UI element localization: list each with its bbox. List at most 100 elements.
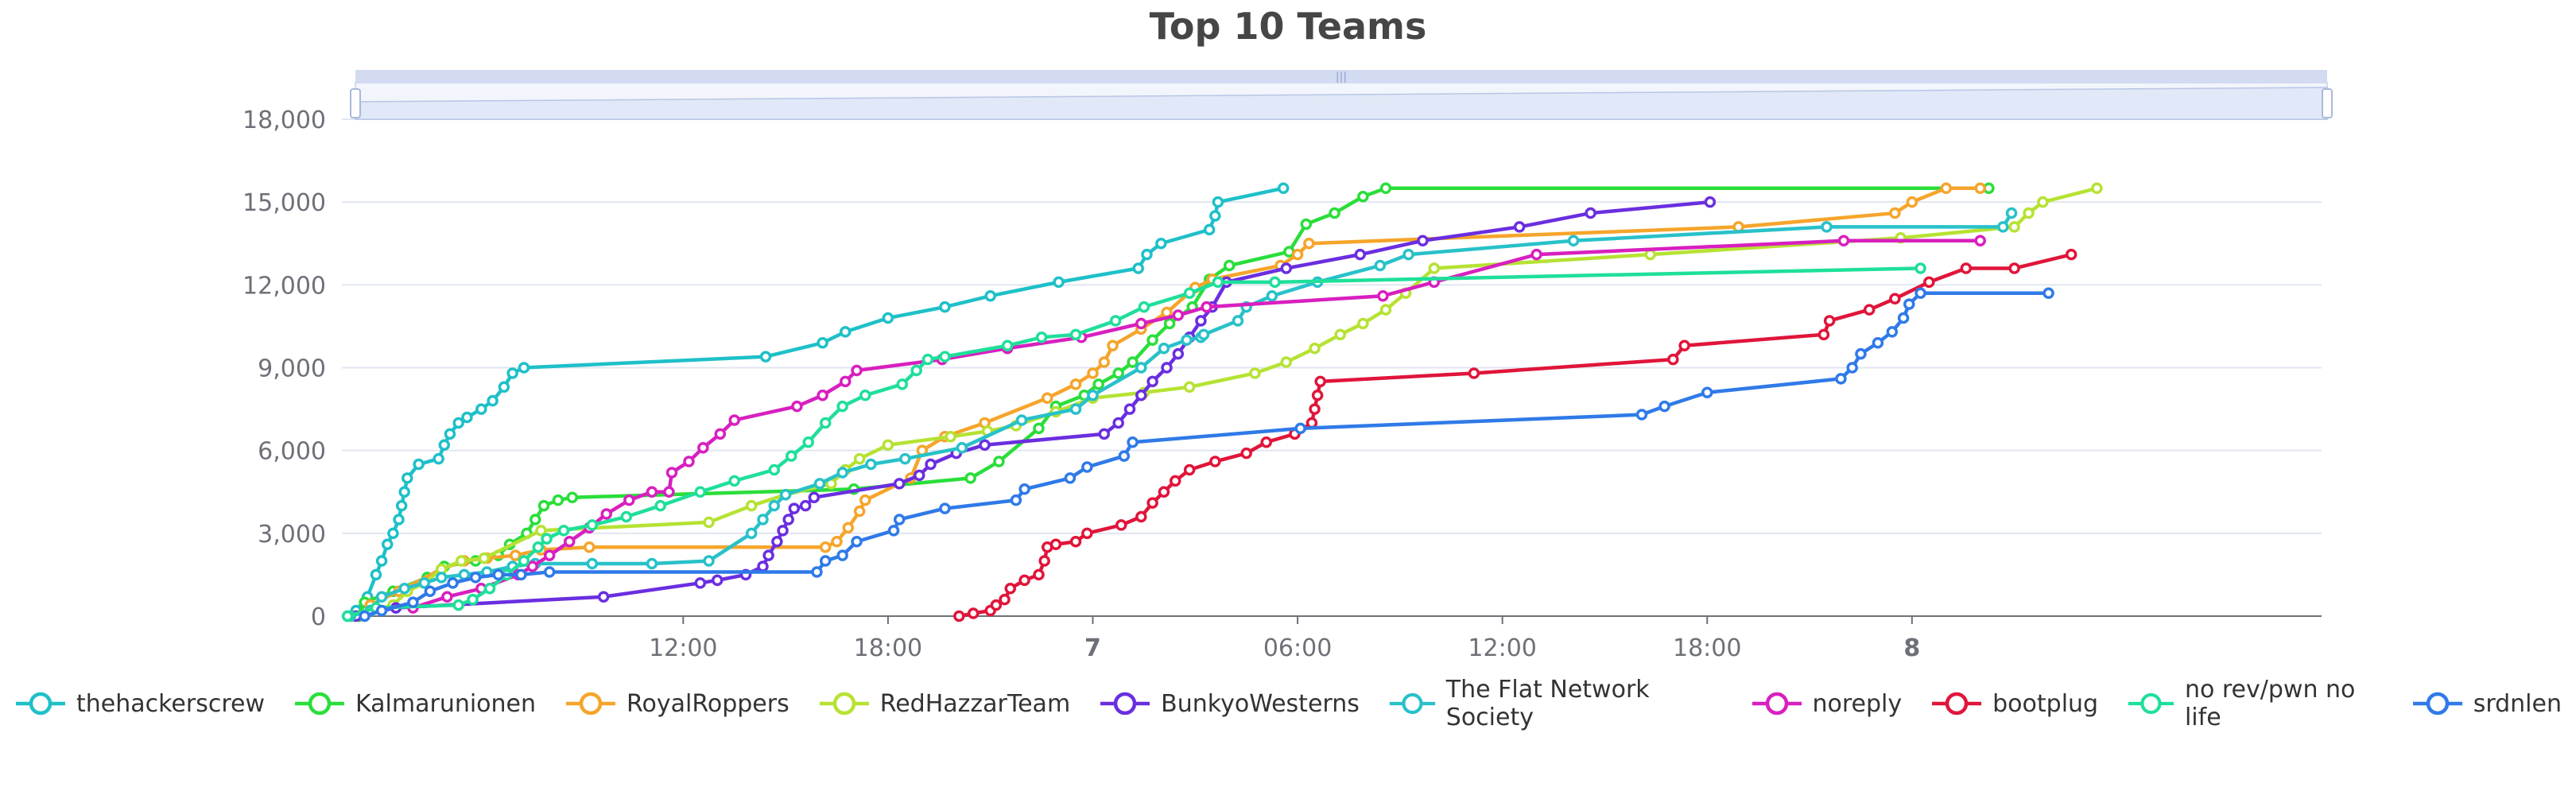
data-point <box>819 555 832 567</box>
data-point <box>1872 337 1884 349</box>
data-point <box>2065 248 2077 261</box>
y-tick-label: 0 <box>311 603 326 631</box>
data-point <box>1846 362 1858 374</box>
data-point <box>697 441 709 454</box>
data-point <box>370 568 382 581</box>
data-point <box>839 326 852 338</box>
data-point <box>771 536 783 548</box>
legend-item[interactable]: The Flat Network Society <box>1388 676 1722 731</box>
data-point <box>759 351 772 363</box>
data-point <box>532 541 545 553</box>
data-point <box>791 400 803 413</box>
legend-item[interactable]: RedHazzarTeam <box>818 690 1070 718</box>
data-point <box>853 452 866 465</box>
data-point <box>478 552 491 564</box>
data-point <box>2008 221 2020 233</box>
data-point <box>1135 510 1147 523</box>
data-point <box>728 475 740 487</box>
data-point <box>441 591 453 603</box>
legend-item[interactable]: noreply <box>1751 690 1902 718</box>
data-point <box>921 353 934 366</box>
data-point <box>768 499 781 512</box>
data-point <box>1818 328 1830 341</box>
series-6 <box>407 235 1986 614</box>
data-point <box>1135 389 1147 401</box>
data-point <box>1644 248 1656 261</box>
data-point <box>953 610 965 622</box>
x-tick-label: 12:00 <box>649 634 717 662</box>
data-point <box>1018 574 1030 587</box>
legend-label: BunkyoWesterns <box>1161 689 1360 718</box>
data-point <box>1678 339 1690 351</box>
data-point <box>387 527 399 540</box>
series-line <box>412 238 1980 610</box>
data-point <box>1658 400 1670 413</box>
data-point <box>939 502 951 514</box>
data-point <box>851 536 863 548</box>
data-point <box>1163 317 1176 330</box>
y-tick-label: 15,000 <box>242 189 326 217</box>
legend-item[interactable]: thehackerscrew <box>14 690 265 718</box>
data-point <box>447 577 459 589</box>
legend-item[interactable]: BunkyoWesterns <box>1099 690 1360 718</box>
legend-item[interactable]: Kalmarunionen <box>293 690 536 718</box>
data-point <box>1146 375 1158 388</box>
data-point <box>1513 221 1526 233</box>
data-point <box>552 494 564 506</box>
data-point <box>1863 304 1876 316</box>
data-point <box>398 486 410 498</box>
data-point <box>341 610 354 622</box>
data-point <box>1240 447 1252 460</box>
data-point <box>535 525 547 537</box>
data-point <box>1135 317 1147 330</box>
data-point <box>851 364 863 377</box>
data-point <box>1087 389 1099 401</box>
data-point <box>623 494 635 506</box>
data-point <box>393 514 405 525</box>
data-point <box>1041 392 1053 404</box>
legend-item[interactable]: srdnlen <box>2411 690 2562 718</box>
y-tick-label: 6,000 <box>258 438 326 466</box>
data-point <box>433 452 444 465</box>
data-point <box>1203 223 1216 236</box>
data-point <box>1821 221 1833 233</box>
data-point <box>1181 334 1193 347</box>
x-tick-label: 18:00 <box>854 634 922 662</box>
data-point <box>492 568 505 581</box>
data-point <box>518 362 530 374</box>
data-point <box>896 378 909 390</box>
data-point <box>1291 248 1304 261</box>
data-point <box>1146 334 1158 347</box>
legend-item[interactable]: RoyalRoppers <box>564 690 789 718</box>
data-point <box>1309 403 1321 415</box>
series-7 <box>953 248 2077 622</box>
data-point <box>1294 422 1306 435</box>
data-point <box>993 456 1005 467</box>
data-point <box>1915 287 1926 299</box>
legend-swatch-icon <box>295 692 345 716</box>
data-point <box>530 514 541 525</box>
legend-swatch-icon <box>1100 692 1150 716</box>
data-point <box>984 289 996 302</box>
data-point <box>1266 289 1278 302</box>
data-point <box>395 499 408 512</box>
data-point <box>799 499 812 512</box>
data-point <box>1092 378 1104 390</box>
data-point <box>1635 409 1648 421</box>
data-point <box>600 508 612 520</box>
data-point <box>381 538 394 550</box>
data-point <box>1141 248 1153 261</box>
legend-item[interactable]: bootplug <box>1930 690 2098 718</box>
legend-item[interactable]: no rev/pwn no life <box>2127 676 2383 731</box>
zoom-top-bar <box>355 70 2327 83</box>
data-zoom-slider[interactable]: ||| <box>350 70 2333 120</box>
data-point <box>990 599 1003 611</box>
data-point <box>1035 332 1048 343</box>
data-point <box>1823 315 1836 327</box>
legend-label: no rev/pwn no life <box>2184 676 2356 731</box>
series-line <box>347 266 1921 619</box>
data-point <box>1667 353 1679 366</box>
data-point <box>1300 218 1313 231</box>
data-point <box>1146 497 1158 509</box>
data-point <box>1069 403 1082 415</box>
